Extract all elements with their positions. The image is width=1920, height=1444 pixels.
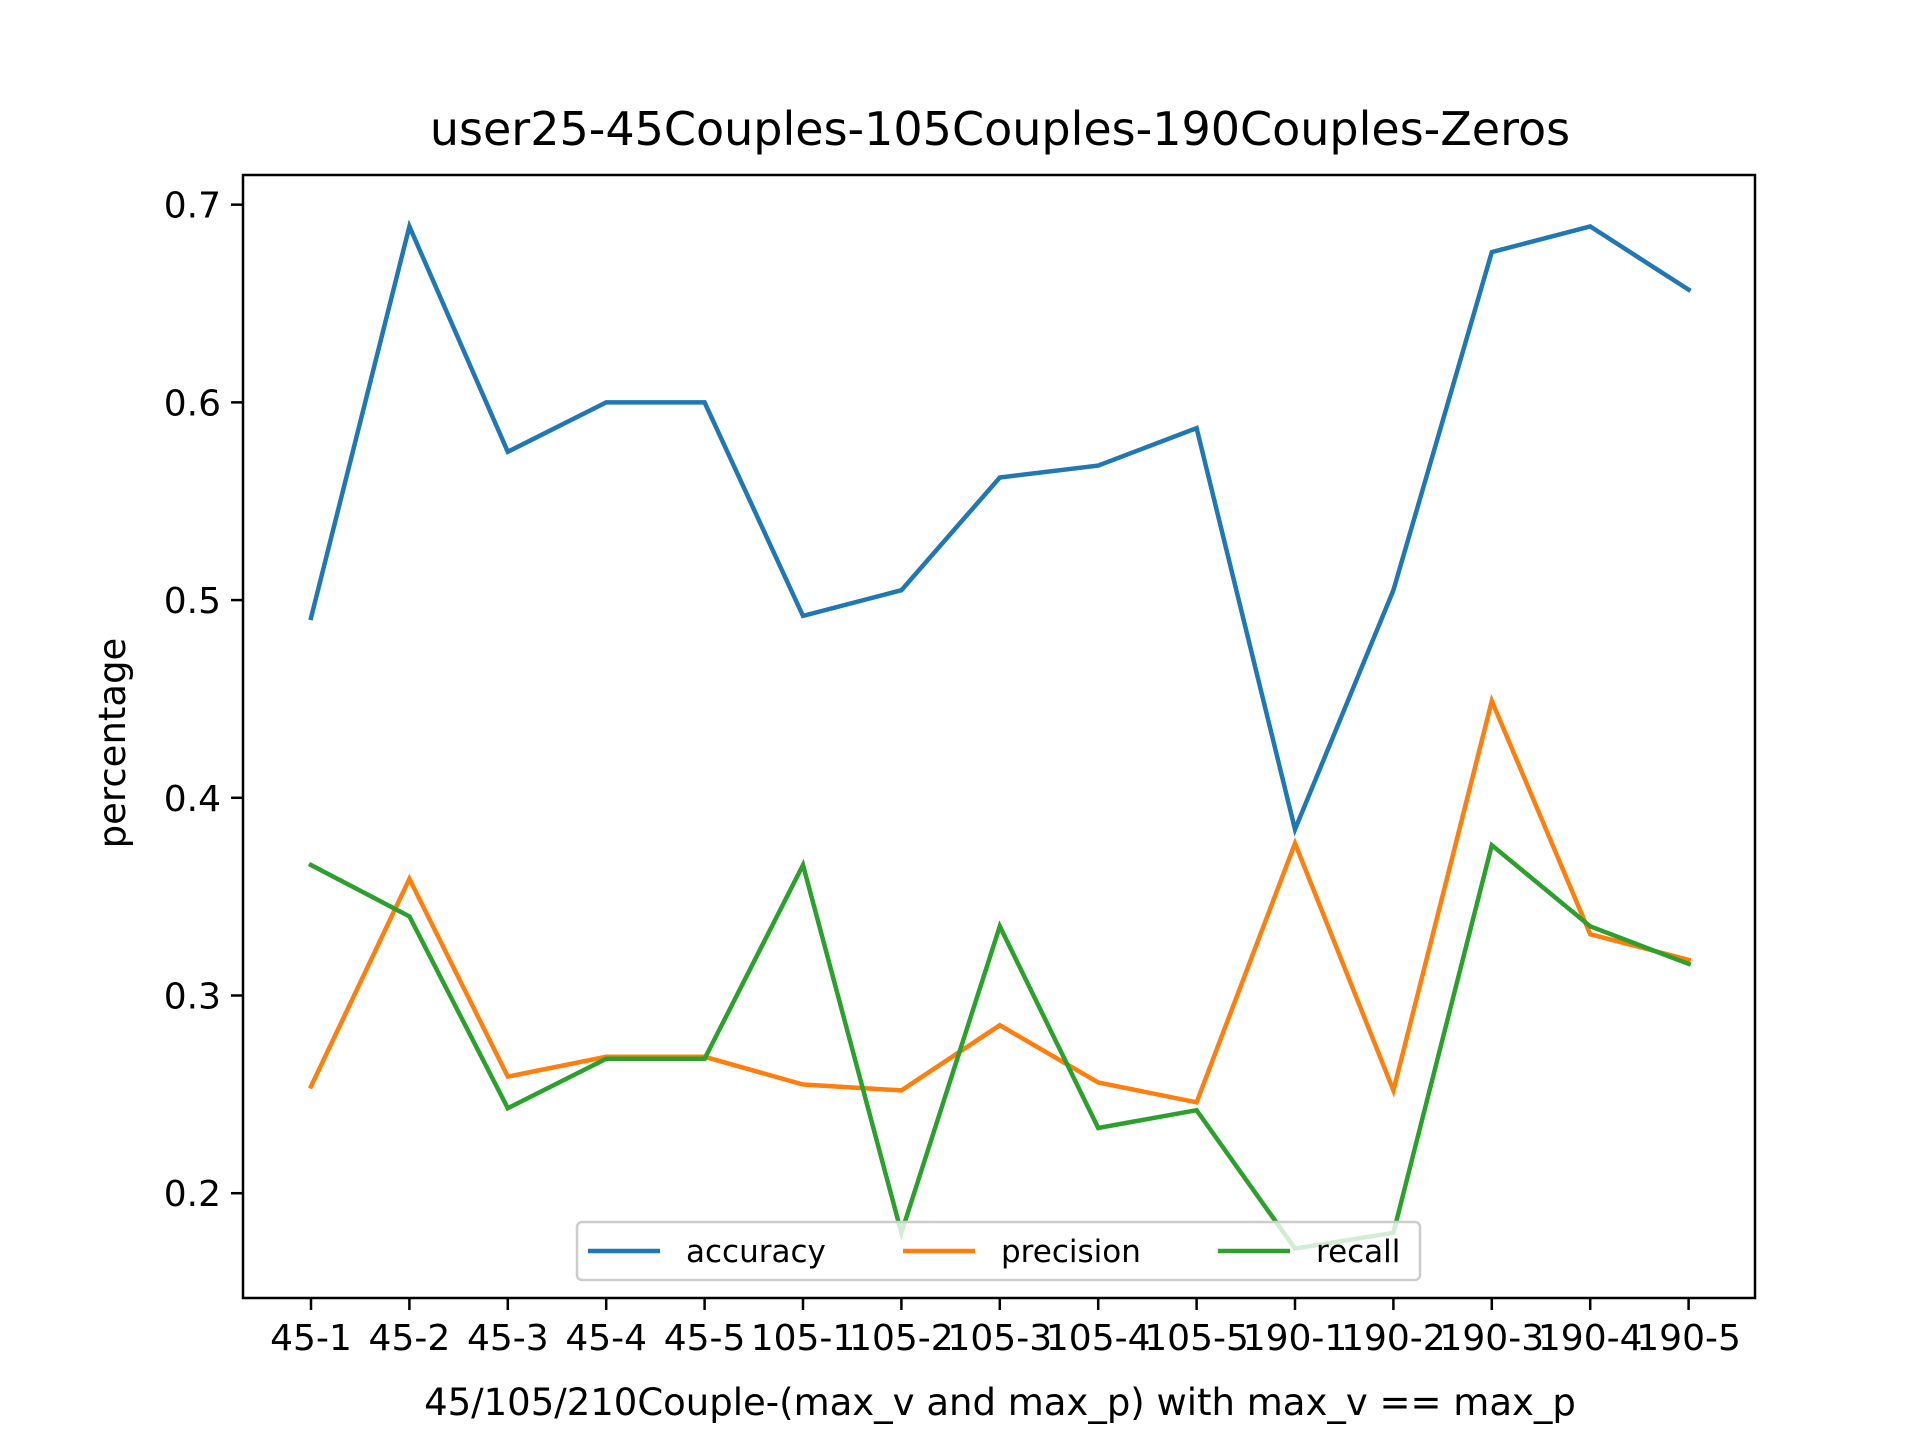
x-tick-label: 190-5	[1636, 1318, 1741, 1359]
plot-frame	[241, 173, 1757, 1300]
x-tick-label: 190-4	[1538, 1318, 1643, 1359]
x-tick-label: 45-2	[369, 1318, 451, 1359]
legend-label-recall: recall	[1316, 1234, 1400, 1270]
x-tick-label: 45-3	[467, 1318, 549, 1359]
x-tick-label: 45-5	[664, 1318, 746, 1359]
series-line-recall	[307, 841, 1692, 1252]
x-tick-label: 105-5	[1144, 1318, 1249, 1359]
series-line-precision	[308, 693, 1692, 1105]
x-tick-label: 105-4	[1046, 1318, 1151, 1359]
y-tick-label: 0.3	[164, 977, 221, 1018]
y-tick-label: 0.4	[164, 779, 221, 820]
x-axis-label: 45/105/210Couple-(max_v and max_p) with …	[424, 1381, 1576, 1424]
y-tick-label: 0.6	[164, 383, 221, 424]
legend-label-accuracy: accuracy	[686, 1234, 826, 1270]
y-axis-label: percentage	[91, 638, 134, 849]
x-axis: 45-1 45-2 45-3 45-4 45-5 105-1105-2105-3105-4…	[270, 1298, 1741, 1359]
y-tick-label: 0.5	[164, 581, 221, 622]
y-tick-label: 0.2	[164, 1174, 221, 1215]
plot-area	[307, 219, 1692, 1252]
legend: accuracy precision recall	[575, 1220, 1422, 1282]
legend-label-precision: precision	[1001, 1234, 1141, 1270]
y-axis: 0.2 0.3 0.4 0.5 0.6 0.7	[164, 186, 243, 1215]
x-tick-label: 190-1	[1243, 1318, 1348, 1359]
x-tick-label: 45-4	[565, 1318, 647, 1359]
x-tick-label: 190-3	[1439, 1318, 1544, 1359]
series-line-accuracy	[308, 219, 1692, 837]
y-tick-label: 0.7	[164, 186, 221, 227]
legend-box	[575, 1220, 1422, 1282]
x-tick-label: 45-1	[270, 1318, 352, 1359]
x-tick-label: 105-3	[947, 1318, 1052, 1359]
chart-title: user25-45Couples-105Couples-190Couples-Z…	[430, 102, 1570, 156]
x-tick-label: 105-2	[849, 1318, 954, 1359]
x-tick-label: 105-1	[751, 1318, 856, 1359]
x-tick-label: 190-2	[1341, 1318, 1446, 1359]
